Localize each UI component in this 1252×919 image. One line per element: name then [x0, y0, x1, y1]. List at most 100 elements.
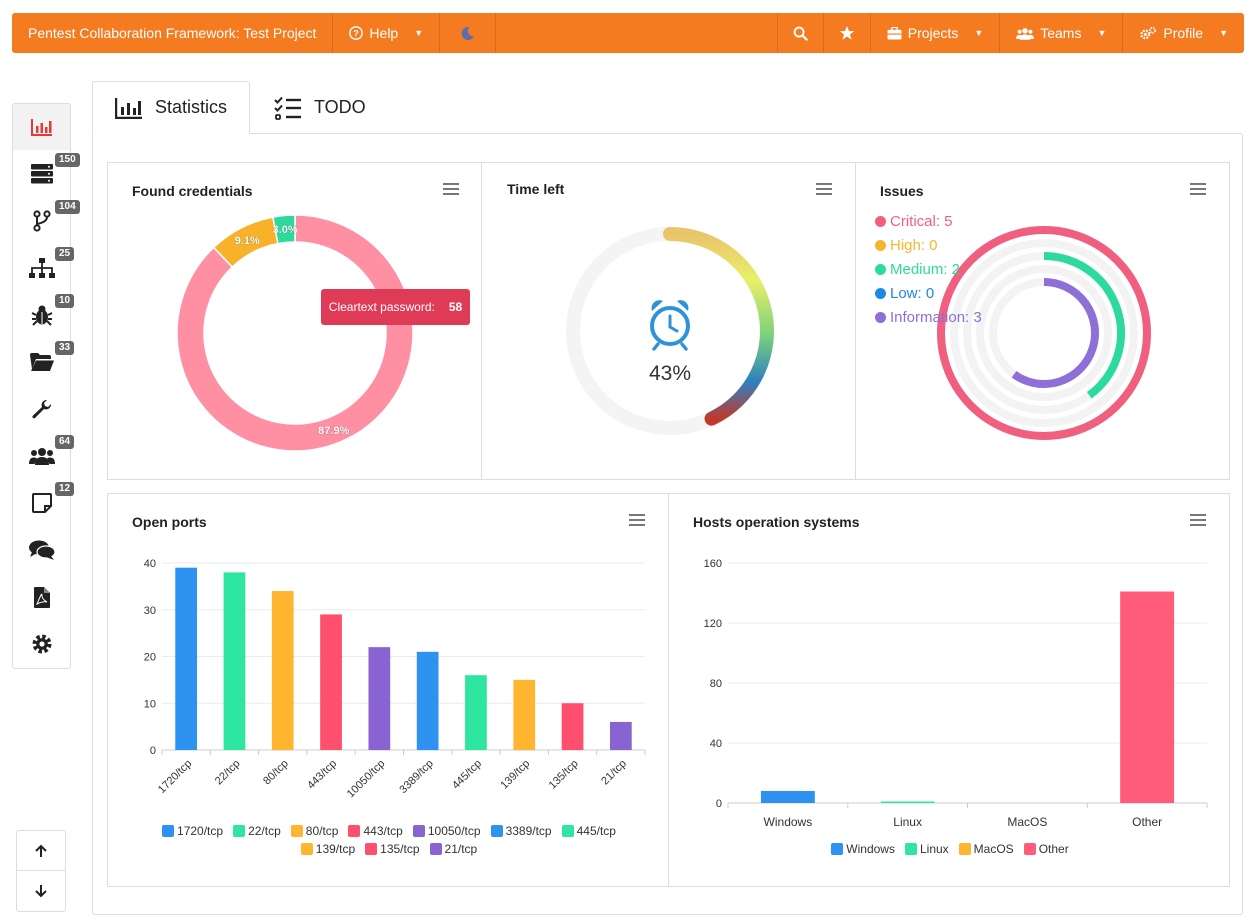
menu-icon[interactable]: [1190, 514, 1206, 526]
bar[interactable]: [609, 721, 632, 750]
sidebar-item-chat[interactable]: [13, 527, 70, 573]
sidebar: 150 104 25 10 33 64 12: [12, 103, 80, 669]
x-tick-label: 21/tcp: [599, 758, 629, 788]
legend-swatch: [831, 843, 844, 855]
legend-label: 1720/tcp: [177, 824, 224, 838]
legend-item[interactable]: 21/tcp: [429, 842, 477, 856]
y-tick-label: 120: [704, 618, 722, 630]
files-count-badge: 33: [55, 341, 75, 355]
server-icon: [30, 164, 53, 184]
legend-item[interactable]: 445/tcp: [561, 824, 616, 838]
legend-swatch: [162, 825, 175, 837]
users-count-badge: 64: [55, 435, 75, 449]
sidebar-item-issues[interactable]: [13, 292, 70, 338]
bar[interactable]: [465, 675, 487, 750]
legend-item[interactable]: 443/tcp: [348, 824, 403, 838]
bar[interactable]: [368, 647, 391, 750]
bar[interactable]: [271, 591, 294, 750]
x-tick-label: 135/tcp: [547, 758, 581, 792]
x-tick-label: 139/tcp: [498, 758, 532, 792]
legend-item[interactable]: 80/tcp: [290, 824, 338, 838]
x-tick-label: MacOS: [1007, 815, 1047, 829]
legend-label: 139/tcp: [315, 842, 356, 856]
x-tick-label: 443/tcp: [305, 758, 339, 792]
donut-slice[interactable]: [272, 214, 296, 245]
legend-swatch: [904, 843, 917, 855]
y-tick-label: 20: [144, 652, 156, 664]
legend-swatch: [412, 825, 425, 837]
menu-icon[interactable]: [816, 183, 832, 195]
bar[interactable]: [561, 703, 584, 750]
tab-statistics[interactable]: Statistics: [92, 81, 250, 134]
bar[interactable]: [223, 572, 246, 750]
legend-label: Windows: [846, 842, 895, 856]
card-title: Hosts operation systems: [693, 514, 860, 530]
issues-legend-item[interactable]: Critical: 5: [875, 213, 953, 230]
legend-item[interactable]: MacOS: [958, 842, 1014, 856]
issues-legend-item[interactable]: Low: 0: [875, 285, 934, 302]
legend-swatch: [290, 825, 303, 837]
search-button[interactable]: [778, 13, 824, 53]
legend-item[interactable]: Windows: [831, 842, 895, 856]
legend-item[interactable]: Linux: [904, 842, 949, 856]
projects-menu[interactable]: Projects ▼: [871, 13, 1001, 53]
sidebar-item-files[interactable]: [13, 339, 70, 385]
sidebar-item-tools[interactable]: [13, 386, 70, 432]
legend-item[interactable]: 135/tcp: [365, 842, 420, 856]
scroll-controls: [16, 830, 66, 912]
sidebar-item-statistics[interactable]: [13, 104, 70, 150]
legend-item[interactable]: Other: [1023, 842, 1069, 856]
network-icon: [28, 258, 55, 278]
bar[interactable]: [760, 791, 815, 803]
legend-swatch: [233, 825, 246, 837]
legend-item[interactable]: 10050/tcp: [412, 824, 481, 838]
x-tick-label: 10050/tcp: [345, 758, 388, 801]
dark-mode-toggle[interactable]: [440, 13, 497, 53]
bar[interactable]: [175, 567, 198, 750]
legend-item[interactable]: 1720/tcp: [162, 824, 223, 838]
sidebar-item-services[interactable]: [13, 198, 70, 244]
issues-legend-item[interactable]: Medium: 2: [875, 261, 960, 278]
issue-bar[interactable]: [1043, 252, 1125, 399]
bar[interactable]: [1120, 591, 1175, 804]
sidebar-item-users[interactable]: [13, 433, 70, 479]
bar[interactable]: [880, 801, 935, 804]
legend-item[interactable]: 22/tcp: [233, 824, 281, 838]
bar[interactable]: [416, 651, 439, 750]
issues-legend-item[interactable]: High: 0: [875, 237, 938, 254]
sidebar-item-notes[interactable]: [13, 480, 70, 526]
bar[interactable]: [320, 614, 342, 750]
y-tick-label: 0: [716, 798, 722, 810]
profile-menu[interactable]: Profile ▼: [1123, 13, 1244, 53]
teams-menu[interactable]: Teams ▼: [1000, 13, 1124, 53]
help-menu[interactable]: ? Help ▼: [333, 13, 441, 53]
bar[interactable]: [513, 679, 536, 750]
sidebar-item-reports[interactable]: [13, 574, 70, 620]
issues-radial-chart: [937, 226, 1151, 440]
users-icon: [1016, 27, 1035, 40]
issues-legend-item[interactable]: Information: 3: [875, 309, 982, 326]
network-count-badge: 25: [55, 247, 75, 261]
legend-swatch: [561, 825, 574, 837]
slice-label: 3.0%: [273, 224, 298, 236]
issue-bar[interactable]: [937, 226, 1151, 440]
menu-icon[interactable]: [443, 183, 459, 195]
favorites-button[interactable]: [824, 13, 871, 53]
x-tick-label: Linux: [893, 815, 922, 829]
brand-title[interactable]: Pentest Collaboration Framework: Test Pr…: [12, 13, 334, 53]
menu-icon[interactable]: [1190, 183, 1206, 195]
scroll-down-button[interactable]: [17, 871, 65, 911]
menu-icon[interactable]: [629, 514, 645, 526]
note-icon: [31, 493, 52, 513]
hosts-os-card: Hosts operation systems 0 40 80 120 160 Windo…: [668, 493, 1230, 887]
sidebar-item-network[interactable]: [13, 245, 70, 291]
tab-todo[interactable]: TODO: [274, 81, 404, 134]
sidebar-item-hosts[interactable]: [13, 151, 70, 197]
scroll-up-button[interactable]: [17, 831, 65, 871]
legend-item[interactable]: 3389/tcp: [490, 824, 552, 838]
sidebar-item-settings[interactable]: [13, 621, 70, 667]
issue-bar[interactable]: [1011, 278, 1099, 388]
question-circle-icon: ?: [349, 26, 364, 40]
legend-item[interactable]: 139/tcp: [300, 842, 356, 856]
donut-slice[interactable]: [176, 214, 414, 452]
